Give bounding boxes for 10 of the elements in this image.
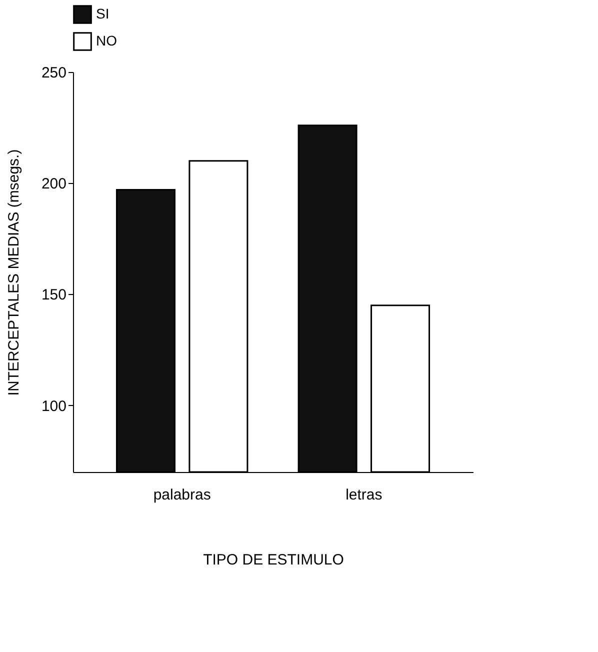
y-tick-label: 150 <box>41 286 66 304</box>
x-axis-title: TIPO DE ESTIMULO <box>203 552 344 568</box>
y-axis-title: INTERCEPTALES MEDIAS (msegs.) <box>5 149 22 396</box>
y-tick-label: 200 <box>41 176 66 193</box>
y-tick-label: 250 <box>41 64 66 82</box>
y-tick-label: 100 <box>41 398 66 415</box>
legend-label: SI <box>96 6 110 22</box>
x-tick-label: palabras <box>153 486 211 504</box>
legend-label: NO <box>96 32 118 48</box>
x-tick-label: letras <box>346 486 382 504</box>
